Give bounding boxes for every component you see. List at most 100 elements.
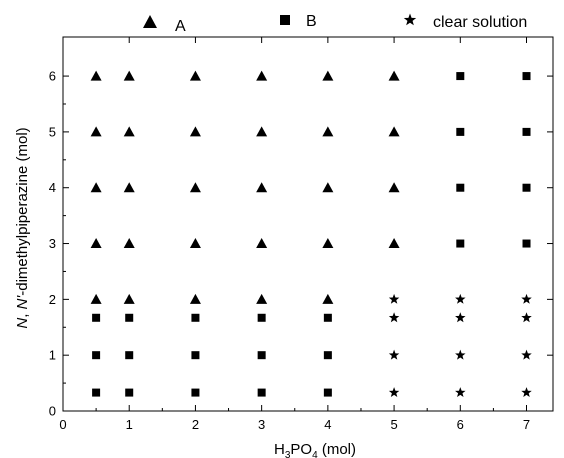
x-axis-label-h: H	[274, 441, 285, 458]
plot-border	[62, 36, 554, 412]
point-b	[191, 313, 200, 322]
point-b	[125, 388, 134, 397]
x-tick-label: 7	[523, 417, 530, 432]
point-b	[323, 388, 332, 397]
point-a	[90, 293, 102, 304]
point-a	[90, 238, 102, 249]
point-b	[522, 239, 531, 248]
legend-marker-b	[280, 15, 290, 25]
point-a	[388, 70, 400, 81]
point-a	[189, 70, 201, 81]
point-a	[322, 126, 334, 137]
legend-label-clear-solution: clear solution	[433, 14, 527, 31]
plot-frame	[62, 36, 554, 412]
y-axis-label-sep: ,	[14, 309, 31, 317]
point-b	[191, 388, 200, 397]
legend: A B clear solution	[143, 13, 527, 35]
point-a	[189, 293, 201, 304]
x-tick-label: 2	[192, 417, 199, 432]
point-a	[322, 70, 334, 81]
x-axis-label-unit: (mol)	[318, 441, 356, 458]
y-axis-label-n2: N'	[14, 295, 31, 310]
legend-label-a: A	[175, 18, 186, 35]
legend-label-b: B	[306, 13, 317, 30]
x-tick-label: 3	[258, 417, 265, 432]
point-clear-solution	[521, 293, 532, 304]
point-a	[388, 238, 400, 249]
point-clear-solution	[455, 349, 466, 360]
point-a	[123, 293, 135, 304]
point-b	[92, 351, 101, 360]
point-clear-solution	[521, 312, 532, 323]
x-tick-label: 5	[390, 417, 397, 432]
x-axis-label-po: PO	[290, 441, 312, 458]
y-tick-label: 3	[49, 236, 56, 251]
point-a	[256, 293, 268, 304]
point-a	[256, 70, 268, 81]
point-b	[456, 127, 465, 136]
point-a	[256, 238, 268, 249]
star-icon	[403, 13, 417, 26]
point-clear-solution	[521, 349, 532, 360]
point-b	[456, 183, 465, 192]
point-b	[257, 388, 266, 397]
point-b	[92, 388, 101, 397]
point-b	[456, 72, 465, 81]
point-clear-solution	[388, 349, 400, 360]
point-b	[323, 351, 332, 360]
point-a	[123, 70, 135, 81]
point-a	[123, 238, 135, 249]
point-clear-solution	[455, 387, 466, 398]
y-tick-label: 2	[49, 292, 56, 307]
point-b	[257, 313, 266, 322]
point-b	[456, 239, 465, 248]
data-points	[90, 70, 532, 398]
y-tick-label: 5	[49, 124, 56, 139]
point-b	[323, 313, 332, 322]
point-b	[522, 183, 531, 192]
point-a	[123, 182, 135, 193]
point-a	[388, 126, 400, 137]
y-axis-label-rest: -dimethylpiperazine (mol)	[14, 127, 31, 295]
point-b	[92, 313, 101, 322]
point-clear-solution	[521, 387, 532, 398]
legend-marker-clear-solution	[403, 13, 417, 26]
point-a	[388, 182, 400, 193]
y-axis-label-n1: N	[14, 318, 31, 329]
point-a	[256, 126, 268, 137]
point-a	[90, 70, 102, 81]
tick-labels: 0 1 2 3 4 5 6 7 0 1 2 3 4 5 6	[49, 69, 530, 432]
point-clear-solution	[455, 293, 466, 304]
point-b	[191, 351, 200, 360]
y-tick-label: 1	[49, 348, 56, 363]
point-clear-solution	[388, 293, 400, 304]
point-b	[125, 351, 134, 360]
point-b	[125, 313, 134, 322]
point-a	[189, 238, 201, 249]
point-clear-solution	[388, 387, 400, 398]
point-a	[90, 182, 102, 193]
x-axis-label-sub-3: 3	[285, 450, 291, 458]
y-tick-label: 4	[49, 180, 56, 195]
axis-ticks	[62, 37, 553, 412]
y-axis-label: N, N'-dimethylpiperazine (mol)	[14, 127, 31, 328]
y-tick-label: 0	[49, 404, 56, 419]
x-tick-label: 0	[59, 417, 66, 432]
point-a	[189, 126, 201, 137]
x-tick-label: 6	[457, 417, 464, 432]
point-a	[90, 126, 102, 137]
point-a	[256, 182, 268, 193]
x-axis-label-sub-4: 4	[312, 450, 318, 458]
y-tick-label: 6	[49, 69, 56, 84]
point-b	[257, 351, 266, 360]
point-a	[322, 293, 334, 304]
point-b	[522, 127, 531, 136]
point-a	[322, 238, 334, 249]
x-tick-label: 1	[126, 417, 133, 432]
point-a	[189, 182, 201, 193]
point-a	[123, 126, 135, 137]
point-clear-solution	[455, 312, 466, 323]
x-tick-label: 4	[324, 417, 331, 432]
point-a	[322, 182, 334, 193]
